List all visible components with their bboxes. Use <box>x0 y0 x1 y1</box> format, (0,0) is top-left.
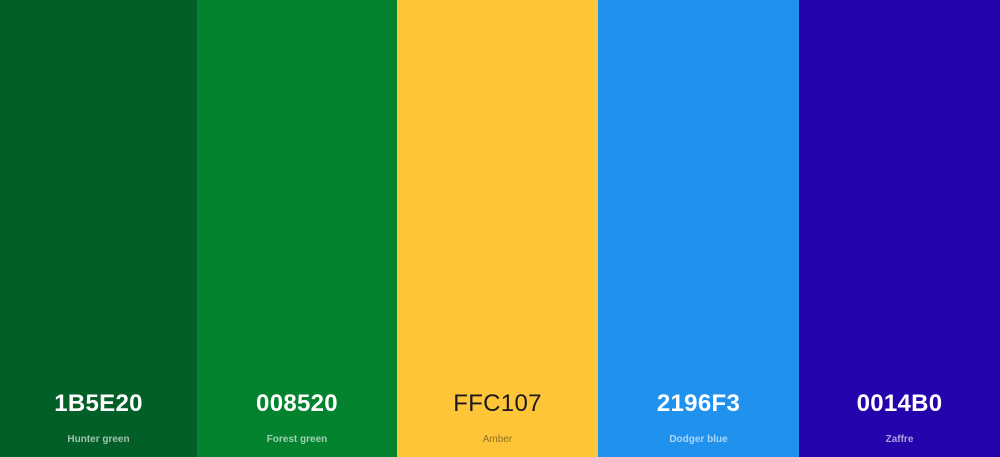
swatch-hex-code[interactable]: 1B5E20 <box>54 390 143 417</box>
swatch-hunter-green[interactable]: 1B5E20 Hunter green <box>0 0 197 457</box>
swatch-color-name: Dodger blue <box>669 434 728 445</box>
swatch-hex-code[interactable]: 0014B0 <box>856 390 943 417</box>
swatch-color-name: Zaffre <box>885 434 914 445</box>
swatch-hex-code[interactable]: 008520 <box>256 390 338 417</box>
swatch-color-name: Forest green <box>266 434 328 445</box>
swatch-amber[interactable]: FFC107 Amber <box>397 0 598 457</box>
swatch-zaffre[interactable]: 0014B0 Zaffre <box>799 0 1000 457</box>
swatch-color-name: Amber <box>482 434 513 445</box>
swatch-color-name: Hunter green <box>67 434 130 445</box>
swatch-hex-code[interactable]: FFC107 <box>453 390 542 417</box>
swatch-hex-code[interactable]: 2196F3 <box>656 390 741 417</box>
swatch-forest-green[interactable]: 008520 Forest green <box>197 0 397 457</box>
swatch-dodger-blue[interactable]: 2196F3 Dodger blue <box>598 0 799 457</box>
